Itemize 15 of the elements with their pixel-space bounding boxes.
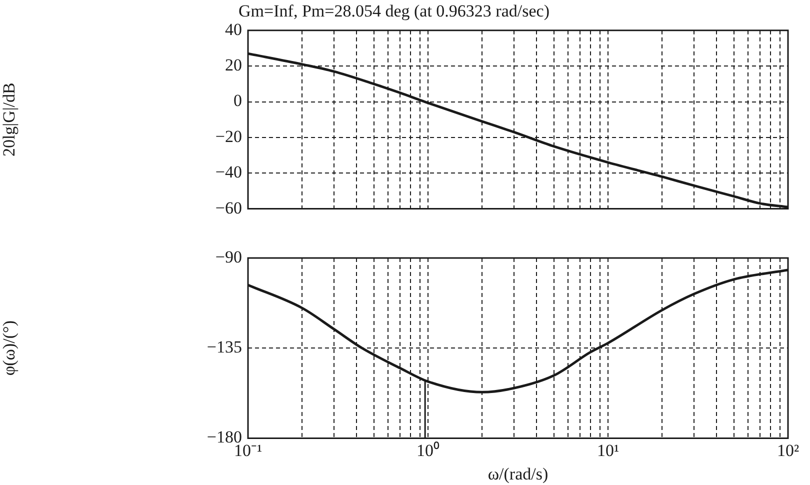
x-tick-label: 10² [776,440,800,460]
y-axis-title: φ(ω)/(°) [0,320,19,376]
y-tick-label: −90 [215,247,242,266]
y-tick-label: −40 [215,162,242,182]
y-tick-label: 0 [234,91,242,110]
y-axis-title: 20lg|G|/dB [0,82,19,157]
y-tick-label: −20 [215,126,242,146]
y-tick-label: −135 [206,338,242,357]
x-tick-label: 10⁰ [416,440,440,460]
chart-title: Gm=Inf, Pm=28.054 deg (at 0.96323 rad/sec) [238,2,550,21]
x-tick-label: 10¹ [596,440,620,460]
x-axis-title: ω/(rad/s) [488,464,548,484]
y-tick-label: 20 [225,56,242,75]
y-tick-label: 40 [225,20,242,39]
y-tick-label: −60 [215,198,242,218]
